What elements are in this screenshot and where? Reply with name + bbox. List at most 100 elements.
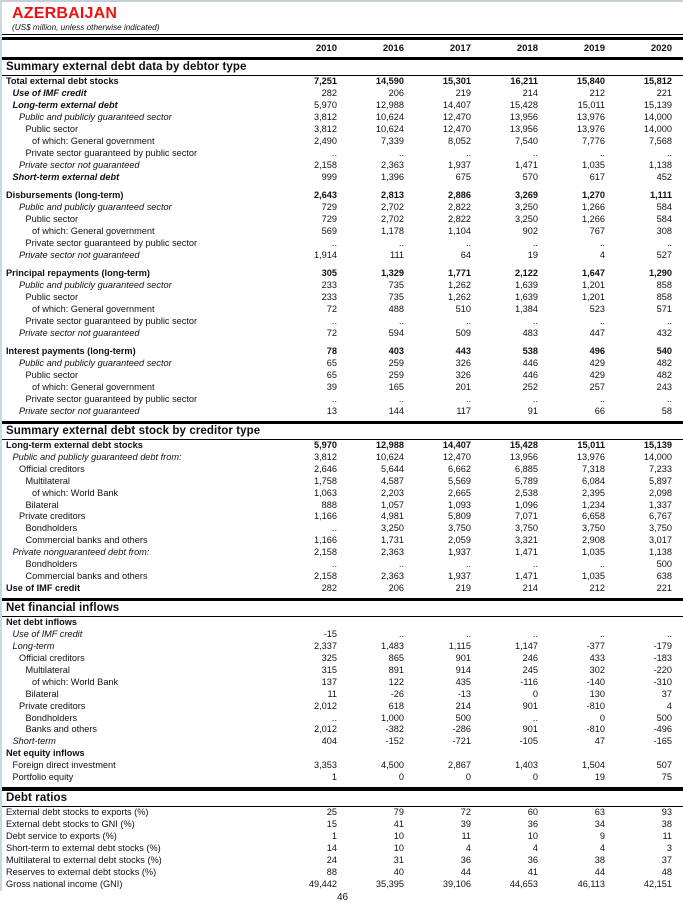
cell-value: 14,000 [643,451,672,462]
cell-value: 326 [455,370,471,381]
cell-value: 1,111 [650,189,672,200]
cell-value: -15 [323,628,337,639]
cell-value: 1,138 [649,547,672,558]
cell-value: 0 [599,712,605,723]
cell-value: 130 [589,688,605,699]
cell-value: 16,211 [510,76,538,86]
cell-value: 2,702 [381,213,404,224]
row-label: Multilateral [25,475,70,486]
cell-value: 2,122 [515,268,538,279]
row-label: Private sector not guaranteed [19,405,140,416]
table-row: of which: World Bank 1,063 2,203 2,665 2,538… [2,488,683,500]
row-label: Private creditors [19,511,86,522]
row-label: Net equity inflows [6,748,85,759]
table-row: Private sector not guaranteed 72 594 509 483… [2,328,683,340]
table-row: Bondholders.. 3,250 3,750 3,750 3,750 3,750 [2,523,683,535]
cell-value: -179 [653,640,672,651]
cell-value: 570 [522,171,538,182]
cell-value: 538 [522,346,538,357]
cell-value: 41 [393,819,404,830]
cell-value: 14,590 [375,76,404,86]
cell-value: 259 [388,358,404,369]
cell-value: 35,395 [375,878,404,889]
cell-value: 2,337 [314,640,337,651]
cell-value: 2,059 [448,535,471,546]
cell-value: 15,812 [643,76,672,86]
table-row: Public and publicly guaranteed debt from… [2,452,683,464]
cell-value: 5,897 [649,475,672,486]
cell-value: 13,976 [576,123,605,134]
table-row: of which: General government 72 488 510 1,38… [2,304,683,316]
cell-value: 13,976 [576,111,605,122]
cell-value: 44,653 [509,878,538,889]
cell-value: 527 [656,249,672,260]
cell-value: 594 [388,327,404,338]
cell-value: 1,115 [448,640,471,651]
cell-value: 122 [388,676,404,687]
cell-value: 1,471 [515,547,538,558]
cell-value: 308 [656,225,672,236]
cell-value: 4 [599,842,605,853]
divider [2,806,683,808]
table-row: of which: World Bank 137 122 435 -116 -140 -31… [2,677,683,689]
row-label: Public sector [25,123,79,134]
row-label: Total external debt stocks [6,76,119,86]
cell-value: .. [532,712,538,723]
cell-value: 2,203 [381,487,404,498]
cell-value: 2,867 [448,760,471,771]
cell-value: 446 [522,358,538,369]
row-label: Foreign direct investment [12,760,116,771]
cell-value: 221 [656,87,672,98]
row-label: Debt service to exports (%) [6,831,117,841]
cell-value: 4,587 [381,475,404,486]
cell-value: 6,767 [649,511,672,522]
cell-value: 1,057 [381,499,404,510]
cell-value: 4,500 [381,760,404,771]
cell-value: 2,158 [314,547,337,558]
cell-value: .. [666,393,672,404]
cell-value: 10 [393,831,404,841]
cell-value: 14,000 [643,123,672,134]
cell-value: 137 [321,676,337,687]
table-row: Use of IMF credit 282 206 219 214 212 221 [2,88,683,100]
cell-value: 3,321 [515,535,538,546]
cell-value: 1,731 [381,535,404,546]
cell-value: 36 [527,854,538,865]
cell-value: 483 [522,327,538,338]
table-row: External debt stocks to GNI (%) 15 41 39 36 3… [2,819,683,831]
cell-value: 41 [527,866,538,877]
cell-value: 510 [455,303,471,314]
debt-table: Summary external debt data by debtor typ… [2,60,683,891]
table-row: of which: General government 569 1,178 1,10… [2,226,683,238]
cell-value: 901 [455,652,471,663]
cell-value: 3,353 [314,760,337,771]
cell-value: 3,812 [314,111,337,122]
cell-value: 2,012 [314,700,337,711]
cell-value: 13,976 [576,451,605,462]
cell-value: 888 [321,499,337,510]
row-label: Public and publicly guaranteed debt from… [12,451,182,462]
cell-value: 79 [393,807,404,818]
cell-value: 10 [527,831,538,841]
cell-value: 214 [455,700,471,711]
cell-value: .. [599,628,605,639]
cell-value: 10,624 [375,451,404,462]
cell-value: 1,337 [649,499,672,510]
cell-value: 1,914 [314,249,337,260]
cell-value: .. [398,237,404,248]
cell-value: 1,000 [381,712,404,723]
cell-value: 3,250 [515,213,538,224]
cell-value: 0 [532,772,538,783]
cell-value: 2,822 [448,213,471,224]
cell-value: 2,098 [649,487,672,498]
cell-value: 144 [388,405,404,416]
year-column-header: 2020 [650,43,672,54]
cell-value: 3,750 [582,523,605,534]
cell-value: 252 [522,382,538,392]
cell-value: 429 [589,370,605,381]
cell-value: 15,428 [509,99,538,110]
row-label: Interest payments (long-term) [6,346,136,357]
cell-value: 2,813 [381,189,404,200]
cell-value: .. [666,237,672,248]
cell-value: 325 [321,652,337,663]
